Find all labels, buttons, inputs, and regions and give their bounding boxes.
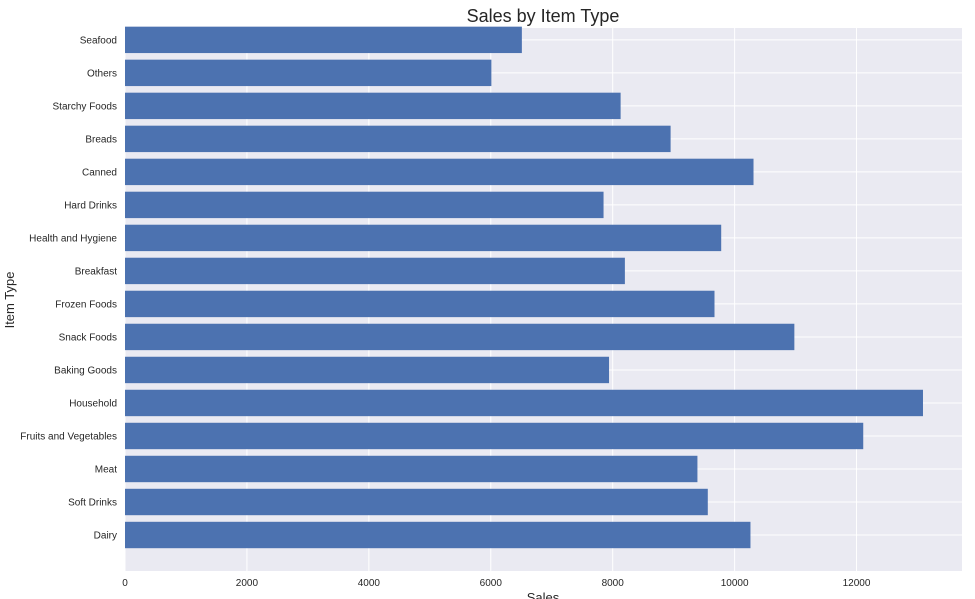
y-tick-label: Meat <box>95 464 117 475</box>
x-tick-label: 12000 <box>843 578 871 589</box>
bar <box>125 488 708 516</box>
bar <box>125 257 625 285</box>
bar <box>125 224 722 252</box>
bar <box>125 356 610 384</box>
y-tick-label: Soft Drinks <box>68 497 117 508</box>
bar-series <box>125 26 923 549</box>
bar <box>125 290 715 318</box>
y-tick-label: Snack Foods <box>59 332 117 343</box>
y-tick-label: Seafood <box>80 35 117 46</box>
bar <box>125 92 621 120</box>
x-tick-label: 0 <box>122 578 128 589</box>
y-tick-label: Others <box>87 68 117 79</box>
bar <box>125 125 671 153</box>
bar <box>125 455 698 483</box>
bar <box>125 59 492 87</box>
y-tick-label: Breads <box>85 134 117 145</box>
y-tick-label: Dairy <box>94 531 117 542</box>
y-tick-label: Household <box>69 398 117 409</box>
x-tick-label: 2000 <box>236 578 259 589</box>
x-axis-title: Sales <box>527 590 560 599</box>
x-tick-labels: 0 2000 4000 6000 8000 10000 12000 <box>122 578 871 589</box>
y-tick-label: Health and Hygiene <box>29 233 117 244</box>
y-tick-label: Breakfast <box>75 266 117 277</box>
bar <box>125 158 754 186</box>
y-tick-labels: Dairy Soft Drinks Meat Fruits and Vegetable… <box>20 35 117 541</box>
chart-title: Sales by Item Type <box>467 6 620 26</box>
y-tick-label: Frozen Foods <box>55 299 117 310</box>
bar <box>125 323 795 351</box>
y-tick-label: Starchy Foods <box>53 101 117 112</box>
y-tick-label: Hard Drinks <box>64 200 117 211</box>
bar <box>125 26 522 54</box>
x-tick-label: 8000 <box>602 578 625 589</box>
x-tick-label: 4000 <box>358 578 381 589</box>
y-tick-label: Canned <box>82 167 117 178</box>
x-tick-label: 10000 <box>721 578 749 589</box>
bar <box>125 422 864 450</box>
y-tick-label: Baking Goods <box>54 365 117 376</box>
y-tick-label: Fruits and Vegetables <box>20 431 117 442</box>
bar <box>125 389 923 417</box>
x-tick-label: 6000 <box>480 578 503 589</box>
bar <box>125 191 604 219</box>
y-axis-title: Item Type <box>2 272 17 329</box>
bar <box>125 521 751 549</box>
